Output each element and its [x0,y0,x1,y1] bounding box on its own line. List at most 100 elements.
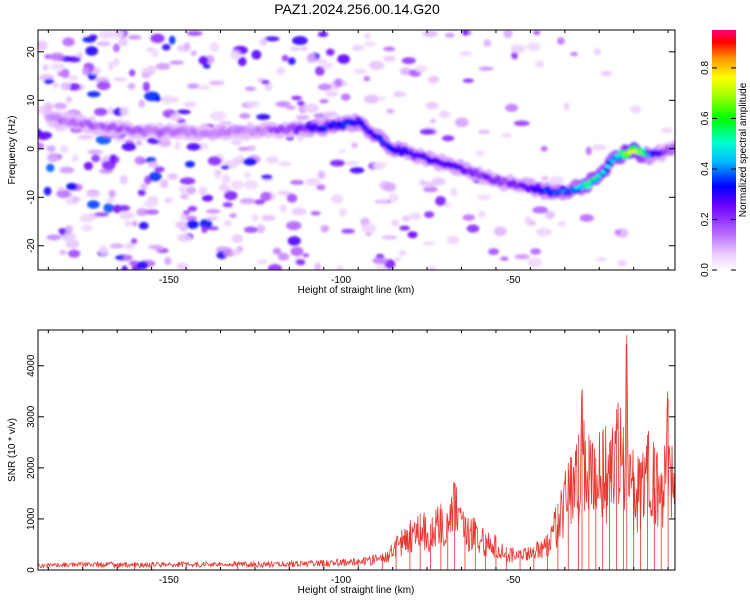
noise-blob [256,113,271,121]
ridge-core [453,164,459,169]
noise-blob [198,186,208,195]
noise-blob [297,100,305,106]
noise-blob [261,214,276,221]
noise-blob [112,43,120,53]
noise-blob [98,245,108,256]
noise-blob [224,190,238,201]
ridge-core [533,186,539,191]
noise-blob [275,67,286,76]
noise-blob [401,57,416,65]
noise-blob [325,90,339,98]
ridge-core [341,122,347,127]
noise-blob [49,52,65,62]
noise-blob [144,91,160,102]
noise-blob [306,53,317,64]
noise-blob [532,206,548,214]
noise-blob [52,82,60,89]
noise-blob [67,74,79,81]
noise-blob [614,229,621,236]
noise-blob [57,186,65,192]
ridge-core [318,125,324,130]
noise-blob [231,234,244,244]
noise-blob [203,63,211,69]
noise-blob [148,171,162,182]
noise-blob [429,118,436,124]
noise-blob [130,238,138,245]
ridge-core [444,162,450,167]
colorbar-label: Normalized spectral amplitude [738,82,749,217]
noise-blob [388,193,399,203]
ridge-core [564,188,571,193]
noise-blob [395,91,407,98]
noise-blob [244,86,256,91]
ridge-core [309,125,316,130]
ridge-core [582,182,589,187]
noise-blob [444,32,455,38]
noise-blob [60,81,71,91]
colorbar-tick-label: 0.4 [700,162,711,176]
noise-blob [141,67,157,73]
noise-blob [276,100,292,108]
ridge-core [623,151,629,156]
noise-blob [179,177,196,185]
noise-blob [210,111,227,122]
noise-blob [198,56,209,65]
noise-blob [243,180,259,190]
noise-blob [259,38,268,46]
noise-blob [415,65,428,73]
ridge-core [556,189,562,194]
noise-blob [43,102,54,111]
noise-blob [266,155,279,164]
noise-blob [510,44,526,54]
ridge-core [385,143,392,148]
noise-blob [466,224,480,233]
noise-blob [254,199,265,205]
ridge-core [448,163,454,168]
noise-blob [530,248,542,255]
noise-blob [59,166,75,174]
ridge-core [587,180,593,184]
noise-blob [319,99,329,104]
ridge-core [457,165,463,170]
noise-blob [386,108,395,114]
noise-blob [231,249,242,256]
noise-blob [442,135,455,142]
noise-blob [535,227,552,237]
noise-blob [147,244,164,250]
noise-blob [320,224,330,233]
noise-blob [260,191,272,202]
noise-blob [179,193,189,200]
noise-blob [330,194,344,204]
noise-blob [145,209,159,215]
noise-blob [205,216,218,221]
noise-blob [101,160,116,171]
noise-blob [186,30,203,36]
noise-blob [541,176,549,181]
noise-blob [322,111,339,119]
noise-blob [183,42,191,52]
noise-blob [229,213,237,218]
ridge-core [336,122,342,127]
noise-blob [242,157,257,166]
ridge-core [394,148,401,153]
noise-blob [230,179,244,190]
noise-blob [363,41,377,47]
noise-blob [223,220,232,227]
noise-blob [93,107,108,116]
ridge-core [421,155,427,160]
ridge-core [573,185,580,190]
noise-blob [593,48,602,56]
noise-blob [381,235,398,240]
noise-blob [62,232,77,243]
spectrogram-ridge [43,108,675,201]
ridge-core [560,189,566,194]
noise-blob [540,145,548,152]
ridge-core [399,149,405,154]
noise-blob [302,253,310,258]
noise-blob [513,120,530,127]
noise-blob [353,68,368,75]
noise-blob [317,170,326,180]
noise-blob [383,182,397,192]
